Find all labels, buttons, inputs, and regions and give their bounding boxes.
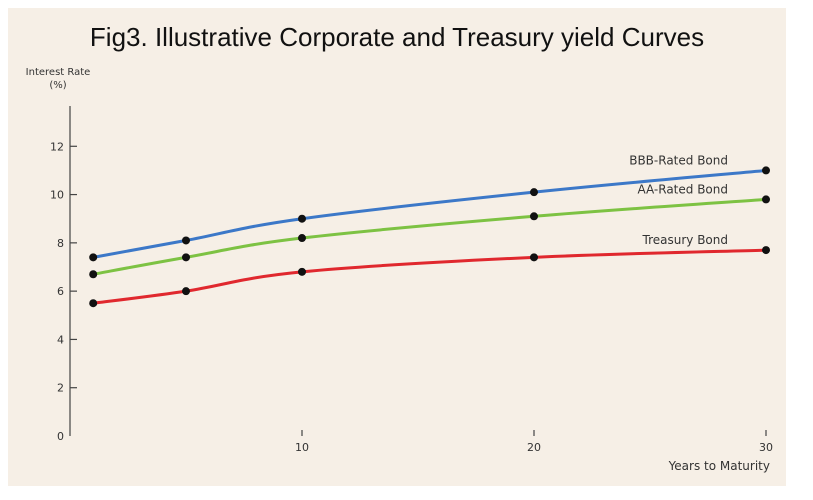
- series-line-treasury-bond: [91, 248, 768, 305]
- y-tick-label: 8: [57, 237, 64, 250]
- y-tick-label: 0: [57, 430, 64, 443]
- data-point-treasury-bond: [530, 253, 538, 262]
- data-point-aa-rated-bond: [182, 253, 190, 262]
- data-point-aa-rated-bond: [298, 234, 306, 243]
- chart-figure: Fig3. Illustrative Corporate and Treasur…: [8, 8, 786, 486]
- data-point-bbb-rated-bond: [298, 214, 306, 223]
- data-point-aa-rated-bond: [89, 270, 98, 279]
- y-tick-label: 10: [50, 189, 64, 202]
- chart-plot: Interest Rate (%) 0 2 4 6 8 10 12 10 20 30 Years to …: [26, 67, 773, 473]
- series-label-aa-rated-bond: AA-Rated Bond: [637, 182, 728, 196]
- series-layer: BBB-Rated Bond AA-Rated Bond Treasury Bond: [89, 153, 770, 308]
- y-tick-label: 4: [57, 333, 64, 346]
- data-point-treasury-bond: [298, 267, 306, 276]
- axes: Interest Rate (%) 0 2 4 6 8 10 12 10 20 30 Years to …: [26, 67, 773, 473]
- y-tick-label: 6: [57, 285, 64, 298]
- series-label-treasury-bond: Treasury Bond: [642, 233, 728, 247]
- data-point-aa-rated-bond: [762, 195, 770, 204]
- data-point-treasury-bond: [182, 287, 190, 296]
- data-point-bbb-rated-bond: [182, 236, 190, 245]
- series-label-bbb-rated-bond: BBB-Rated Bond: [629, 153, 728, 167]
- data-point-bbb-rated-bond: [530, 188, 538, 197]
- data-point-treasury-bond: [89, 299, 98, 308]
- x-tick-label: 10: [295, 441, 309, 454]
- x-tick-label: 30: [759, 441, 773, 454]
- x-axis-title: Years to Maturity: [668, 459, 770, 473]
- chart-title: Fig3. Illustrative Corporate and Treasur…: [89, 22, 705, 52]
- data-point-treasury-bond: [762, 246, 770, 255]
- y-axis-unit: (%): [49, 80, 66, 91]
- series-line-aa-rated-bond: [91, 197, 768, 276]
- data-point-bbb-rated-bond: [89, 253, 98, 262]
- y-tick-label: 2: [57, 382, 64, 395]
- x-tick-label: 20: [527, 441, 541, 454]
- y-axis-label: Interest Rate: [26, 67, 91, 78]
- data-point-bbb-rated-bond: [762, 166, 770, 175]
- series-line-bbb-rated-bond: [91, 168, 768, 259]
- y-tick-label: 12: [50, 140, 64, 153]
- data-point-aa-rated-bond: [530, 212, 538, 221]
